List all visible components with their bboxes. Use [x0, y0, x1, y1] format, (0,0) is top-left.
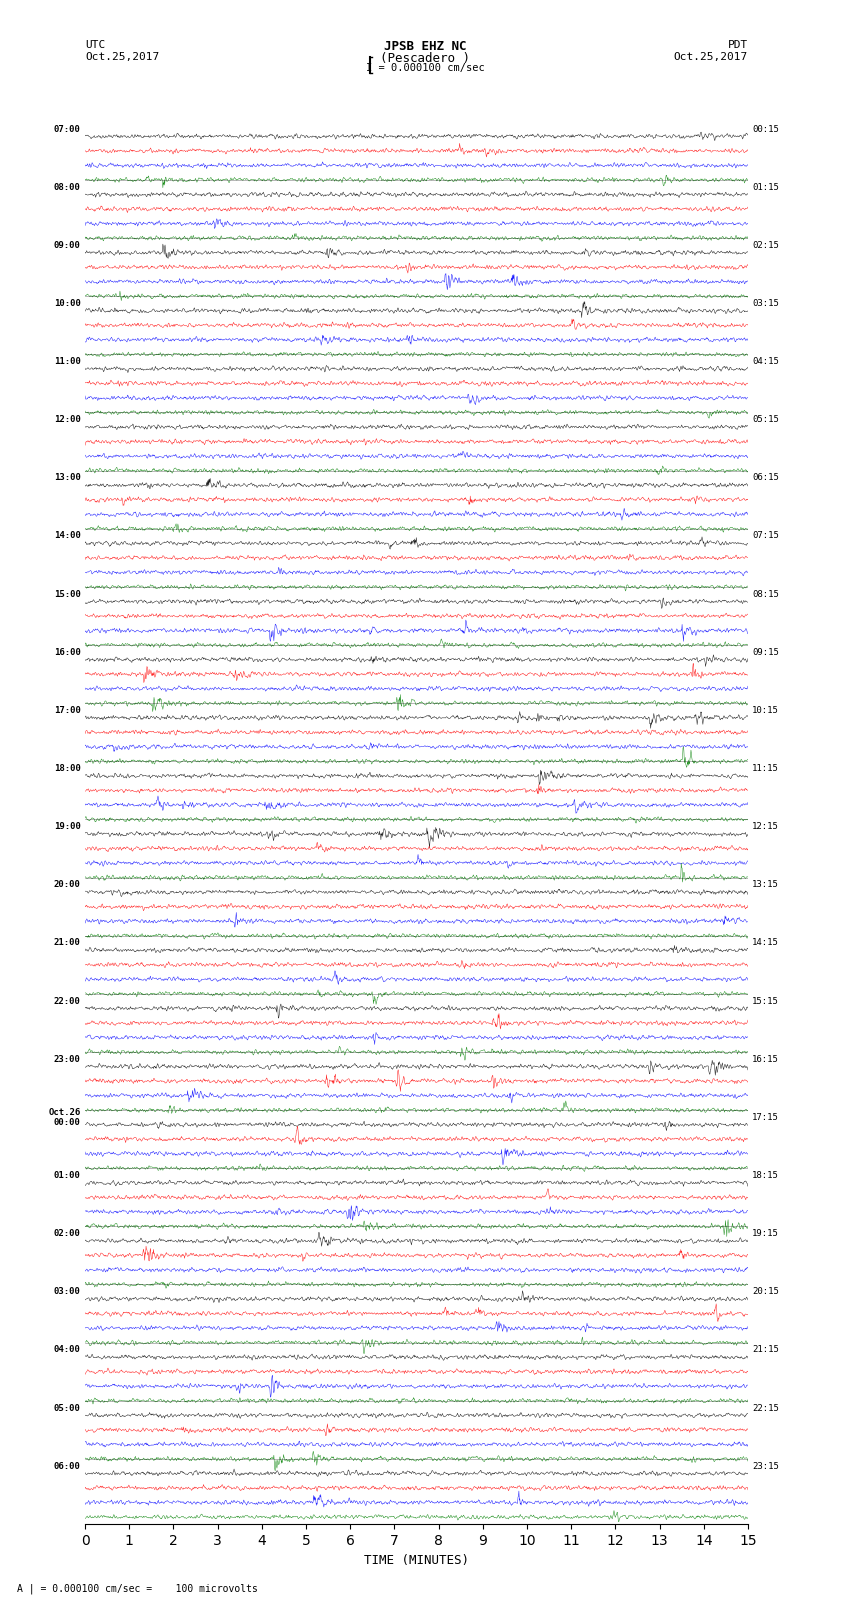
Text: 10:00: 10:00 — [54, 298, 81, 308]
Text: 00:15: 00:15 — [752, 124, 779, 134]
Text: UTC: UTC — [85, 40, 105, 50]
Text: 07:15: 07:15 — [752, 532, 779, 540]
Text: 10:15: 10:15 — [752, 706, 779, 715]
Text: 02:15: 02:15 — [752, 240, 779, 250]
Text: 23:00: 23:00 — [54, 1055, 81, 1063]
Text: 04:00: 04:00 — [54, 1345, 81, 1355]
Text: 21:00: 21:00 — [54, 939, 81, 947]
Text: 16:15: 16:15 — [752, 1055, 779, 1063]
X-axis label: TIME (MINUTES): TIME (MINUTES) — [364, 1553, 469, 1566]
Text: 20:00: 20:00 — [54, 881, 81, 889]
Text: 15:15: 15:15 — [752, 997, 779, 1005]
Text: 09:00: 09:00 — [54, 240, 81, 250]
Text: 22:00: 22:00 — [54, 997, 81, 1005]
Text: JPSB EHZ NC: JPSB EHZ NC — [383, 40, 467, 53]
Text: Oct.26
00:00: Oct.26 00:00 — [48, 1108, 81, 1127]
Text: PDT: PDT — [728, 40, 748, 50]
Text: Oct.25,2017: Oct.25,2017 — [85, 52, 159, 61]
Text: 14:15: 14:15 — [752, 939, 779, 947]
Text: 07:00: 07:00 — [54, 124, 81, 134]
Text: 11:15: 11:15 — [752, 765, 779, 773]
Text: 22:15: 22:15 — [752, 1403, 779, 1413]
Text: 20:15: 20:15 — [752, 1287, 779, 1297]
Text: Oct.25,2017: Oct.25,2017 — [674, 52, 748, 61]
Text: 08:15: 08:15 — [752, 590, 779, 598]
Text: 02:00: 02:00 — [54, 1229, 81, 1239]
Text: 09:15: 09:15 — [752, 648, 779, 656]
Text: 18:00: 18:00 — [54, 765, 81, 773]
Text: 14:00: 14:00 — [54, 532, 81, 540]
Text: 04:15: 04:15 — [752, 356, 779, 366]
Text: 12:15: 12:15 — [752, 823, 779, 831]
Text: 03:00: 03:00 — [54, 1287, 81, 1297]
Text: 17:00: 17:00 — [54, 706, 81, 715]
Text: I = 0.000100 cm/sec: I = 0.000100 cm/sec — [366, 63, 484, 73]
Text: 06:00: 06:00 — [54, 1461, 81, 1471]
Text: 19:15: 19:15 — [752, 1229, 779, 1239]
Text: 06:15: 06:15 — [752, 473, 779, 482]
Text: 03:15: 03:15 — [752, 298, 779, 308]
Text: 13:15: 13:15 — [752, 881, 779, 889]
Text: 01:00: 01:00 — [54, 1171, 81, 1181]
Text: 01:15: 01:15 — [752, 182, 779, 192]
Text: 08:00: 08:00 — [54, 182, 81, 192]
Text: 23:15: 23:15 — [752, 1461, 779, 1471]
Text: 17:15: 17:15 — [752, 1113, 779, 1121]
Text: 21:15: 21:15 — [752, 1345, 779, 1355]
Text: 15:00: 15:00 — [54, 590, 81, 598]
Text: 18:15: 18:15 — [752, 1171, 779, 1181]
Text: 19:00: 19:00 — [54, 823, 81, 831]
Text: 05:15: 05:15 — [752, 415, 779, 424]
Text: 12:00: 12:00 — [54, 415, 81, 424]
Text: 13:00: 13:00 — [54, 473, 81, 482]
Text: A | = 0.000100 cm/sec =    100 microvolts: A | = 0.000100 cm/sec = 100 microvolts — [17, 1582, 258, 1594]
Text: 05:00: 05:00 — [54, 1403, 81, 1413]
Text: 16:00: 16:00 — [54, 648, 81, 656]
Text: 11:00: 11:00 — [54, 356, 81, 366]
Text: (Pescadero ): (Pescadero ) — [380, 52, 470, 65]
